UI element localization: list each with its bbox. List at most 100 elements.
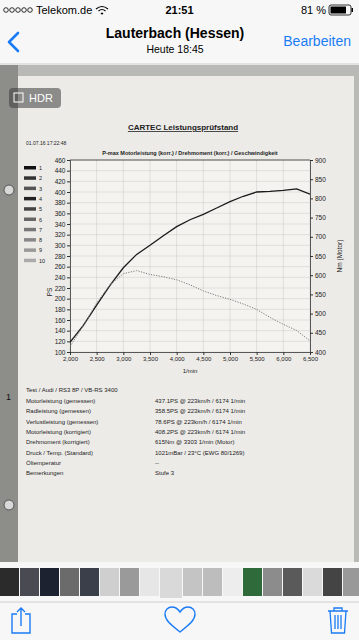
share-button[interactable] bbox=[12, 608, 30, 633]
x-tick-label: 6,000 bbox=[276, 356, 292, 362]
y2-tick: 750 bbox=[310, 214, 326, 221]
result-label: Druck / Temp. (Standard) bbox=[26, 450, 93, 456]
result-label: Bemerkungen bbox=[26, 470, 63, 476]
edit-button[interactable]: Bearbeiten bbox=[283, 33, 351, 49]
nav-title: Lauterbach (Hessen) bbox=[106, 25, 244, 41]
channel-swatch bbox=[24, 248, 36, 252]
thumbnail[interactable] bbox=[40, 568, 59, 596]
x-tick-mark bbox=[150, 352, 151, 355]
thumbnail[interactable] bbox=[120, 568, 139, 596]
y2-tick-mark bbox=[310, 256, 313, 257]
grid-line-y bbox=[70, 288, 310, 289]
channel-swatch bbox=[24, 187, 36, 191]
y2-tick-mark bbox=[310, 160, 313, 161]
y2-tick-mark bbox=[310, 179, 313, 180]
y2-tick-mark bbox=[310, 314, 313, 315]
test-line: Test / Audi / RS3 8P / VB-RS 3400 bbox=[26, 387, 118, 393]
y-tick: 240 bbox=[55, 274, 70, 281]
channel-number: 9 bbox=[39, 247, 42, 253]
y-tick: 360 bbox=[55, 210, 70, 217]
favorite-button[interactable] bbox=[165, 607, 195, 632]
x-tick-label: 3,500 bbox=[143, 356, 159, 362]
y-tick-mark bbox=[67, 320, 70, 321]
y-tick-mark bbox=[67, 203, 70, 204]
y2-tick-mark bbox=[310, 237, 313, 238]
y2-axis: 400450500550600650700750800850900 bbox=[310, 157, 326, 356]
y-tick-label: 360 bbox=[55, 210, 66, 217]
y-tick-mark bbox=[67, 299, 70, 300]
x-tick-label: 5,500 bbox=[250, 356, 266, 362]
x-axis-title: 1/min bbox=[183, 368, 198, 374]
x-tick: 4,500 bbox=[196, 352, 212, 362]
thumbnail[interactable] bbox=[20, 568, 39, 596]
y-tick-label: 320 bbox=[55, 231, 66, 238]
result-value: 437.1PS @ 223km/h / 6174 1/min bbox=[155, 398, 245, 404]
x-tick: 5,000 bbox=[223, 352, 239, 362]
thumbnail[interactable] bbox=[60, 568, 79, 596]
y2-tick: 650 bbox=[310, 253, 326, 260]
thumbnail[interactable] bbox=[160, 568, 182, 598]
thumbnail[interactable] bbox=[183, 568, 202, 596]
y2-tick-mark bbox=[310, 218, 313, 219]
thumbnail[interactable] bbox=[140, 568, 159, 596]
thumbnail[interactable] bbox=[343, 568, 359, 596]
y-tick-label: 160 bbox=[55, 317, 66, 324]
y-tick-label: 180 bbox=[55, 306, 66, 313]
binder-ring bbox=[4, 185, 14, 195]
y2-tick-label: 650 bbox=[315, 253, 326, 260]
result-label: Öltemperatur bbox=[26, 460, 61, 466]
thumbnail[interactable] bbox=[223, 568, 242, 596]
y-tick: 440 bbox=[55, 167, 70, 174]
delete-button[interactable] bbox=[328, 608, 348, 633]
y-tick: 400 bbox=[55, 189, 70, 196]
y2-tick-mark bbox=[310, 294, 313, 295]
y-tick-mark bbox=[67, 277, 70, 278]
channel-number: 2 bbox=[39, 175, 42, 181]
x-tick-mark bbox=[257, 352, 258, 355]
grid-line-y bbox=[70, 181, 310, 182]
y2-tick-mark bbox=[310, 198, 313, 199]
x-tick-mark bbox=[177, 352, 178, 355]
result-value: 358.5PS @ 223km/h / 6174 1/min bbox=[155, 408, 245, 414]
y2-tick: 400 bbox=[310, 349, 326, 356]
y2-tick: 900 bbox=[310, 157, 326, 164]
grid-line-y bbox=[70, 330, 310, 331]
chart: P-max Motorleistung (korr.) / Drehmoment… bbox=[46, 150, 344, 374]
hdr-label: HDR bbox=[29, 92, 53, 104]
x-tick-label: 2,000 bbox=[63, 356, 79, 362]
y2-tick-mark bbox=[310, 333, 313, 334]
battery-fill bbox=[331, 7, 347, 14]
chart-title: P-max Motorleistung (korr.) / Drehmoment… bbox=[102, 150, 278, 156]
grid-line-y bbox=[70, 224, 310, 225]
nav-bar-bg bbox=[0, 20, 359, 64]
thumbnail[interactable] bbox=[303, 568, 322, 596]
thumbnail[interactable] bbox=[0, 568, 19, 596]
series-line bbox=[70, 271, 310, 347]
back-button[interactable] bbox=[9, 33, 18, 51]
thumbnail[interactable] bbox=[243, 568, 262, 596]
grid-line-y bbox=[70, 277, 310, 278]
y-tick-mark bbox=[67, 213, 70, 214]
y-tick-mark bbox=[67, 192, 70, 193]
thumbnail[interactable] bbox=[100, 568, 119, 596]
y-tick-mark bbox=[67, 352, 70, 353]
thumbnail[interactable] bbox=[80, 568, 99, 596]
y-tick: 220 bbox=[55, 285, 70, 292]
x-tick: 6,000 bbox=[276, 352, 292, 362]
y2-tick-label: 550 bbox=[315, 291, 326, 298]
thumbnail[interactable] bbox=[263, 568, 282, 596]
thumbnail[interactable] bbox=[323, 568, 342, 596]
y-axis-line bbox=[67, 161, 71, 353]
thumbnail[interactable] bbox=[203, 568, 222, 596]
x-tick-mark bbox=[230, 352, 231, 355]
y-tick-mark bbox=[67, 267, 70, 268]
thumbnail[interactable] bbox=[283, 568, 302, 596]
y-tick-label: 460 bbox=[55, 157, 66, 164]
channel-legend: 12345678910 bbox=[24, 165, 45, 264]
x-tick-label: 4,000 bbox=[170, 356, 186, 362]
y-tick-mark bbox=[67, 256, 70, 257]
grid-line-y bbox=[70, 298, 310, 299]
status-bar-bg bbox=[0, 0, 359, 20]
y-tick: 180 bbox=[55, 306, 70, 313]
y2-tick: 600 bbox=[310, 272, 326, 279]
